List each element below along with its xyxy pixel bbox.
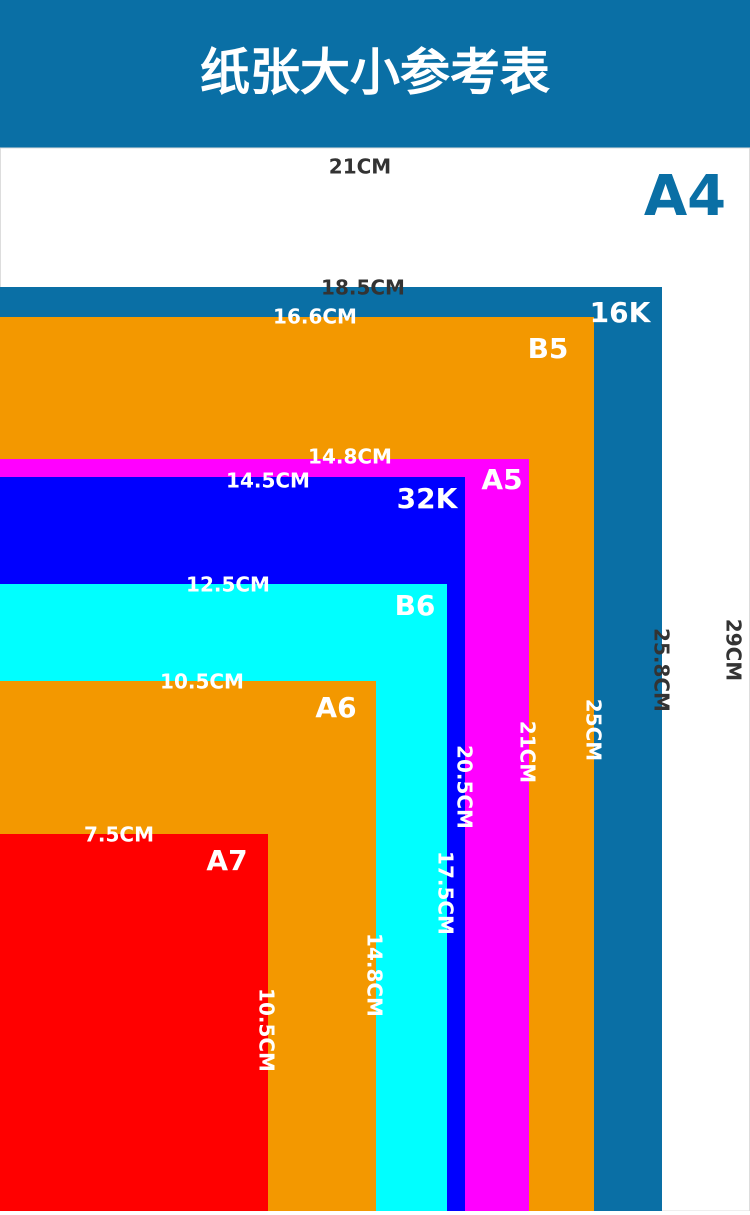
height-label: 10.5CM — [255, 988, 279, 1072]
height-label: 21CM — [516, 721, 540, 783]
title: 纸张大小参考表 — [200, 44, 550, 102]
paper-name: B6 — [395, 589, 436, 622]
height-label: 20.5CM — [453, 745, 477, 829]
paper-name: 16K — [590, 296, 652, 329]
height-label: 29CM — [722, 619, 746, 681]
paper-name: A5 — [481, 463, 522, 496]
paper-name: A4 — [644, 164, 726, 229]
paper-name: A6 — [315, 691, 356, 724]
height-label: 14.8CM — [363, 933, 387, 1017]
width-label: 18.5CM — [321, 276, 405, 300]
height-label: 25CM — [582, 699, 606, 761]
width-label: 14.8CM — [308, 445, 392, 469]
title-bar — [0, 0, 750, 148]
width-label: 21CM — [329, 155, 391, 179]
height-label: 25.8CM — [650, 628, 674, 712]
paper-rect — [0, 834, 268, 1211]
width-label: 7.5CM — [84, 823, 154, 847]
width-label: 14.5CM — [226, 469, 310, 493]
width-label: 12.5CM — [186, 573, 270, 597]
paper-name: A7 — [206, 844, 247, 877]
paper-name: B5 — [528, 332, 569, 365]
width-label: 16.6CM — [273, 305, 357, 329]
paper-name: 32K — [397, 482, 459, 515]
width-label: 10.5CM — [160, 670, 244, 694]
height-label: 17.5CM — [434, 851, 458, 935]
